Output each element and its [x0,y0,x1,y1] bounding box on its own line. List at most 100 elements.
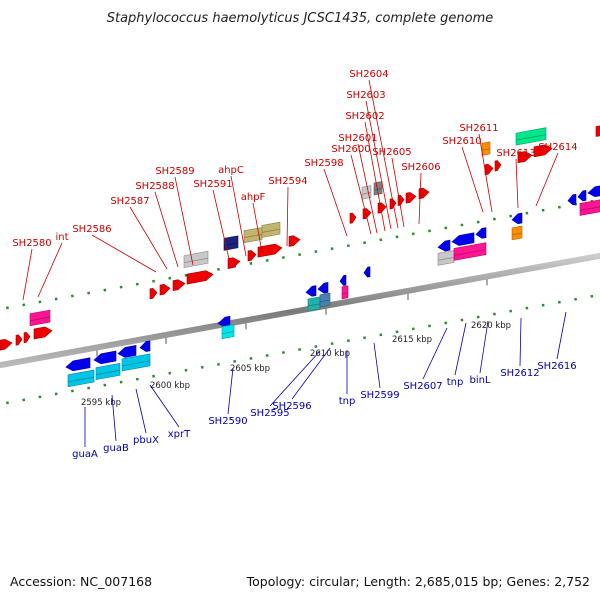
feature-block [307,296,321,312]
reverse-gene-arrow [451,232,475,246]
forward-label-leader [350,154,372,235]
forward-label-leader [391,157,405,228]
reverse-gene-label: SH2612 [500,368,539,379]
reverse-gene-label: tnp [447,377,464,388]
forward-label-leader [357,143,378,234]
forward-gene-label: SH2604 [349,69,388,80]
reverse-gene-label: binL [469,375,490,386]
feature-block-band [319,299,331,303]
forward-gene-label: int [55,232,68,243]
feature-block [183,250,209,269]
reverse-gene-label: SH2595 [250,408,289,419]
reverse-gene-arrow [587,185,600,198]
forward-gene-label: SH2605 [372,147,411,158]
feature-block [221,324,235,340]
reverse-gene-label: SH2607 [403,381,442,392]
scale-ticks: 2595 kbp 2600 kbp 2605 kbp 2610 kbp 2615 kbp… [81,279,511,408]
tick-label: 2595 kbp [81,398,121,408]
forward-gene-label: ahpC [218,165,244,176]
reverse-label-leader [227,367,234,415]
forward-gene-arrow [418,187,430,200]
forward-label-leader [365,100,392,230]
feature-block [373,181,383,196]
feature-block-band [453,249,487,256]
forward-gene-arrow [349,212,357,224]
tick-label: 2620 kbp [471,321,511,331]
feature-block-band [437,257,455,261]
forward-gene-arrow [257,243,283,258]
reverse-gene-arrow [317,282,329,294]
reverse-gene-label: xprT [168,429,191,440]
reverse-gene-arrow [363,266,371,278]
forward-gene-label: SH2602 [345,111,384,122]
reverse-strand-guide [0,293,600,406]
forward-gene-label: SH2587 [110,196,149,207]
feature-block [511,225,523,241]
forward-gene-label: SH2591 [193,179,232,190]
forward-label-leader [286,186,289,247]
forward-gene-label: SH2613 [496,148,535,159]
feature-block-band [515,134,547,141]
feature-block [515,127,547,146]
reverse-gene-arrow [511,212,523,225]
reverse-label-leader [454,322,467,376]
forward-label-leader [154,191,179,268]
forward-gene-arrow [227,257,241,269]
feature-block [67,369,95,388]
forward-gene-label: SH2606 [401,162,440,173]
feature-block [95,362,121,381]
reverse-gene-arrow [437,239,451,252]
reverse-gene-arrow [65,357,91,372]
forward-gene-arrow [15,334,23,346]
forward-gene-label: SH2601 [338,133,377,144]
reverse-gene-arrow [93,350,117,365]
forward-gene-arrow [33,326,53,340]
feature-block-band [121,360,151,367]
feature-block [341,285,349,300]
reverse-gene-label: guaB [103,443,129,454]
forward-gene-arrow [247,250,257,262]
reverse-label-leader [479,320,489,374]
reverse-gene-arrow [139,340,151,352]
feature-block-band [511,232,523,236]
forward-strand-guide [0,198,600,311]
forward-gene-arrow [0,338,13,351]
tick-label: 2615 kbp [392,335,432,345]
feature-block-band [373,188,383,191]
forward-gene-arrow [494,160,502,172]
feature-block-band [361,192,372,195]
reverse-gene-label: SH2590 [208,416,247,427]
feature-block-band [579,206,600,211]
reverse-gene-label: pbuX [133,435,159,446]
forward-label-leader [364,121,386,232]
forward-label-leader [174,176,194,266]
forward-gene-arrow [23,332,31,344]
forward-gene-label: SH2580 [12,238,51,249]
gene-labels: SH2580 int SH2586 SH2587 SH2588 SH2589 SH2591 a… [12,69,577,460]
forward-label-leader [37,242,63,298]
feature-block-band [221,331,235,335]
reverse-gene-arrow [577,190,587,202]
forward-gene-arrow [172,279,186,292]
feature-block-band [183,257,209,264]
reverse-gene-label: guaA [72,449,98,460]
forward-label-leader [418,172,422,225]
reverse-label-leader [111,394,117,442]
feature-block [481,141,491,156]
reverse-label-leader [519,317,522,367]
genome-summary: Topology: circular; Length: 2,685,015 bp… [246,574,590,589]
tick-label: 2600 kbp [150,381,190,391]
forward-gene-label: SH2588 [135,181,174,192]
forward-gene-label: SH2598 [304,158,343,169]
forward-gene-arrow [186,270,214,285]
forward-label-leader [212,189,230,260]
forward-label-leader [368,79,399,229]
tick-label: 2610 kbp [310,349,350,359]
forward-label-leader [129,206,168,270]
reverse-label-leader [291,347,331,400]
reverse-gene-arrow [567,193,577,206]
feature-block-band [223,242,239,246]
feature-block [579,199,600,216]
forward-gene-label: SH2589 [155,166,194,177]
feature-block-band [307,303,321,307]
